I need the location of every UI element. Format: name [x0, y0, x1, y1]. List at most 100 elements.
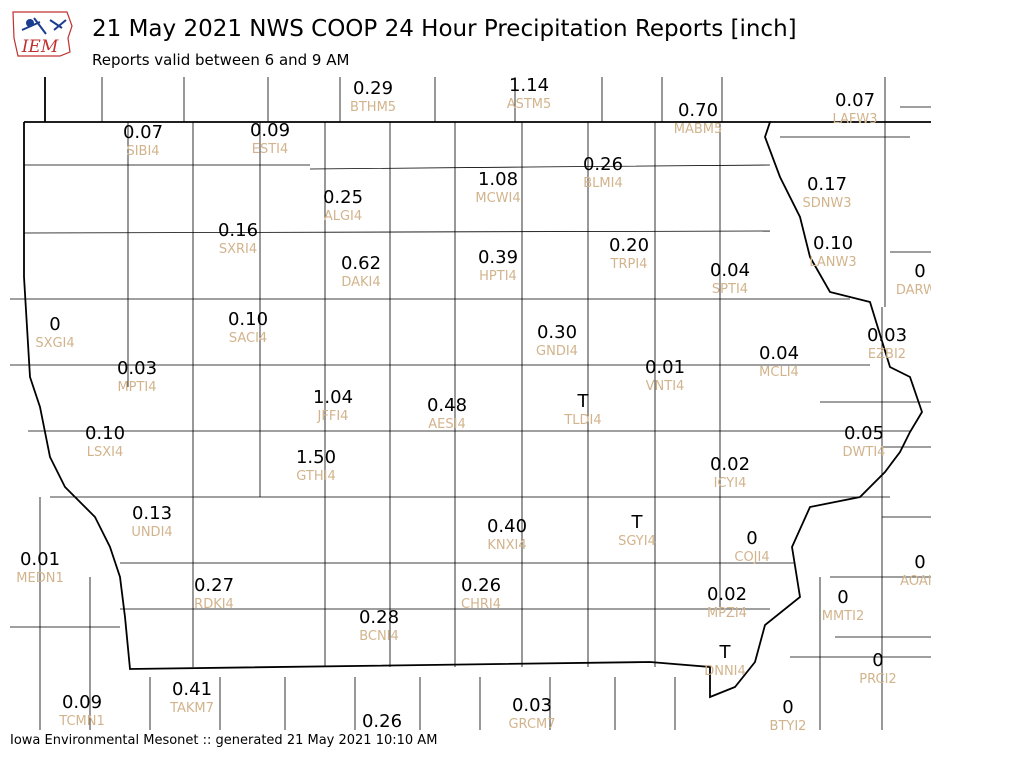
station-id: TRPI4 — [610, 257, 648, 272]
station-darw3: 0DARW3 — [896, 261, 931, 298]
station-id: SGYI4 — [618, 534, 656, 549]
station-ednm7: 0.26EDNM7 — [362, 711, 402, 730]
station-id: JFFI4 — [317, 409, 349, 424]
precip-value: 0.40 — [487, 516, 527, 537]
station-id: BCNI4 — [359, 629, 399, 644]
precip-value: 0.10 — [85, 423, 125, 444]
iem-logo-text: IEM — [21, 37, 59, 57]
page-subtitle: Reports valid between 6 and 9 AM — [92, 51, 350, 69]
iem-logo[interactable]: IEM — [10, 8, 74, 60]
precip-value: 0.02 — [710, 454, 750, 475]
station-id: COJI4 — [734, 550, 769, 565]
precip-value: 0.03 — [117, 358, 157, 379]
precip-value: 0.10 — [228, 309, 268, 330]
precip-value: 0 — [872, 650, 883, 671]
county-boundaries — [10, 77, 931, 730]
station-id: TAKM7 — [169, 701, 214, 716]
precip-value: 0.01 — [20, 549, 60, 570]
station-id: UNDI4 — [131, 525, 172, 540]
precip-value: 0.05 — [844, 423, 884, 444]
station-id: DNNI4 — [704, 664, 746, 679]
precip-value: 0.26 — [461, 575, 501, 596]
station-id: LANW3 — [809, 255, 856, 270]
station-id: BTYI2 — [770, 719, 807, 730]
station-id: GNDI4 — [536, 344, 578, 359]
station-id: MCWI4 — [475, 191, 520, 206]
station-id: MPTI4 — [117, 380, 156, 395]
precip-value: 0.25 — [323, 187, 363, 208]
precip-value: 0 — [49, 314, 60, 335]
precip-value: 1.08 — [478, 169, 518, 190]
state-boundaries — [23, 77, 931, 699]
station-id: DAKI4 — [341, 275, 380, 290]
station-id: SPTI4 — [712, 282, 748, 297]
station-id: HPTI4 — [479, 269, 517, 284]
station-id: SXGI4 — [35, 336, 74, 351]
precip-value: 0.03 — [867, 325, 907, 346]
precip-value: T — [631, 512, 644, 533]
precip-value: 0.39 — [478, 247, 518, 268]
precip-value: 0.62 — [341, 253, 381, 274]
station-id: SXRI4 — [219, 242, 257, 257]
precip-value: 0.30 — [537, 322, 577, 343]
station-id: ESTI4 — [252, 142, 289, 157]
precip-value: 0.48 — [427, 395, 467, 416]
precip-value: 1.50 — [296, 447, 336, 468]
precip-value: 0.10 — [813, 233, 853, 254]
station-id: GTHI4 — [296, 469, 335, 484]
station-id: MEDN1 — [16, 571, 63, 586]
station-id: PRCI2 — [859, 672, 896, 687]
station-id: MPZI4 — [707, 606, 747, 621]
station-id: EZBI2 — [868, 347, 906, 362]
precip-value: 0.13 — [132, 503, 172, 524]
station-id: RDKI4 — [194, 597, 234, 612]
precip-value: 1.04 — [313, 387, 353, 408]
station-id: GRCM7 — [508, 717, 555, 730]
precip-value: 0.20 — [609, 235, 649, 256]
station-id: LAFW3 — [832, 112, 877, 127]
station-id: ICYI4 — [714, 476, 747, 491]
station-id: SIBI4 — [126, 144, 159, 159]
station-id: ALGI4 — [324, 209, 362, 224]
station-id: VNTI4 — [646, 379, 685, 394]
precip-value: 0.28 — [359, 607, 399, 628]
station-id: MABM5 — [674, 122, 723, 137]
precip-value: 0.17 — [807, 174, 847, 195]
station-id: KNXI4 — [487, 538, 526, 553]
footer-caption: Iowa Environmental Mesonet :: generated … — [10, 733, 438, 748]
station-id: AOAI2 — [900, 574, 931, 589]
station-id: DWTI4 — [843, 445, 886, 460]
station-id: MMTI2 — [822, 609, 864, 624]
station-id: BTHM5 — [350, 100, 396, 115]
precip-value: 0.70 — [678, 100, 718, 121]
precip-value: 0.04 — [710, 260, 750, 281]
precip-value: T — [577, 391, 590, 412]
